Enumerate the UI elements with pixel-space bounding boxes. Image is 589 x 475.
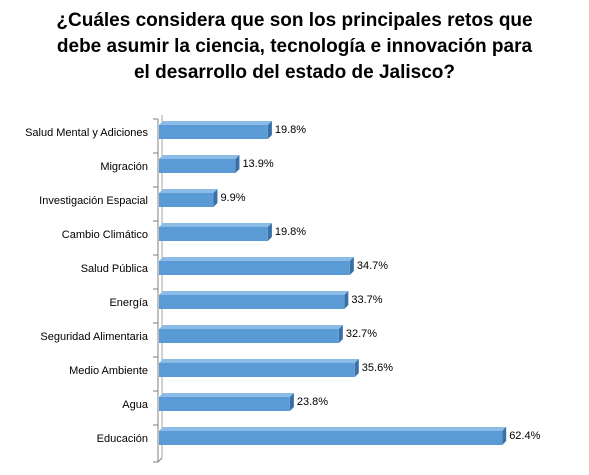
category-label: Cambio Climático — [62, 229, 148, 241]
bar — [159, 363, 355, 377]
bar-top-face — [159, 121, 272, 125]
value-label: 33.7% — [351, 294, 382, 306]
bar-side-face — [354, 359, 359, 377]
bar-top-face — [159, 291, 349, 295]
bar-top-face — [159, 257, 354, 261]
bar-side-face — [502, 427, 507, 445]
bar — [159, 397, 290, 411]
value-label: 19.8% — [275, 226, 306, 238]
bar-top-face — [159, 325, 343, 329]
category-label: Investigación Espacial — [39, 195, 148, 207]
bar — [159, 295, 345, 309]
bar-side-face — [235, 155, 240, 173]
chart-title-line-3: el desarrollo del estado de Jalisco? — [133, 62, 455, 83]
category-label: Migración — [100, 161, 148, 173]
category-label: Agua — [122, 399, 149, 411]
value-label: 23.8% — [297, 396, 328, 408]
bar — [159, 159, 236, 173]
category-label: Educación — [97, 433, 148, 445]
category-label: Seguridad Alimentaria — [40, 331, 149, 343]
category-label: Energía — [109, 297, 148, 309]
bar-side-face — [338, 325, 343, 343]
bar-top-face — [159, 359, 359, 363]
bar — [159, 431, 503, 445]
axis-corner-line — [157, 457, 163, 463]
category-label: Medio Ambiente — [69, 365, 148, 377]
bar-top-face — [159, 155, 240, 159]
bar-side-face — [267, 121, 272, 139]
bar-top-face — [159, 223, 272, 227]
bar-side-face — [344, 291, 349, 309]
bar-side-face — [213, 189, 218, 207]
value-label: 34.7% — [357, 260, 388, 272]
bar — [159, 193, 214, 207]
value-label: 62.4% — [509, 430, 540, 442]
bar-top-face — [159, 427, 507, 431]
chart-title-line-1: ¿Cuáles considera que son los principale… — [56, 10, 533, 31]
bar — [159, 329, 339, 343]
value-label: 32.7% — [346, 328, 377, 340]
category-label: Salud Mental y Adiciones — [25, 127, 148, 139]
category-label: Salud Pública — [81, 263, 149, 275]
bar — [159, 227, 268, 241]
bar-top-face — [159, 189, 218, 193]
value-label: 35.6% — [362, 362, 393, 374]
bar — [159, 125, 268, 139]
chart-title-line-2: debe asumir la ciencia, tecnología e inn… — [56, 36, 533, 57]
bar — [159, 261, 350, 275]
chart-title: ¿Cuáles considera que son los principale… — [0, 8, 589, 86]
value-label: 13.9% — [242, 158, 273, 170]
bar-side-face — [289, 393, 294, 411]
value-label: 19.8% — [275, 124, 306, 136]
bar-side-face — [267, 223, 272, 241]
bar-side-face — [349, 257, 354, 275]
bar-top-face — [159, 393, 294, 397]
value-label: 9.9% — [220, 192, 245, 204]
